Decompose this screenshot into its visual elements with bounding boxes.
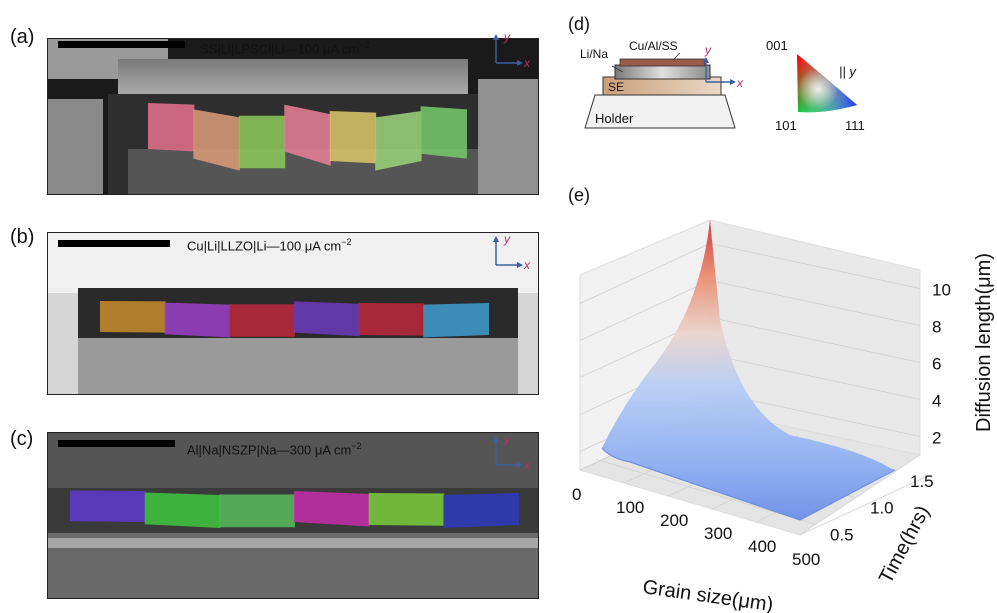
panel-c-grain: [144, 492, 221, 528]
panel-b-image: [47, 232, 539, 395]
svg-text:SE: SE: [608, 80, 624, 94]
panel-b-grain: [229, 304, 295, 337]
panel-b-grain: [423, 303, 489, 338]
z-gridline: [709, 243, 921, 289]
z-gridline: [709, 280, 921, 326]
x-tick-label: 300: [704, 524, 732, 543]
svg-text:x: x: [736, 76, 744, 90]
x-gridline: [799, 474, 931, 536]
panel-c-grain: [70, 490, 146, 522]
x-tick-label: 500: [792, 550, 820, 569]
panel-b-scale-bar: [58, 240, 170, 247]
svg-text:001: 001: [766, 38, 788, 53]
panel-b-axes-icon: y x: [493, 235, 531, 272]
panel-b-grain: [358, 303, 425, 336]
panel-c-scale-bar: [58, 440, 175, 447]
panel-c-grains: [70, 490, 519, 528]
y-tick-label: 1.0: [870, 499, 894, 518]
panel-a-grain: [193, 109, 240, 171]
x-tick-label: 0: [572, 485, 581, 504]
panel-a-image: [47, 38, 539, 195]
svg-text:y: y: [503, 33, 511, 44]
z-tick-label: 2: [932, 429, 941, 448]
panel-a-title: SS|Li|LPSCl|Li—100 μA cm−2: [200, 40, 370, 57]
panel-c-image: [47, 432, 539, 599]
panel-c-axes-icon: y x: [493, 435, 531, 472]
z-gridline: [579, 243, 711, 304]
panel-a-grain: [329, 111, 377, 164]
x-axis-label: Grain size(μm): [641, 576, 774, 613]
panel-a-grain: [238, 115, 286, 169]
x-tick-label: 200: [660, 511, 688, 530]
svg-text:111: 111: [845, 118, 865, 133]
svg-text:Li/Na: Li/Na: [580, 47, 608, 61]
z-gridline: [709, 354, 921, 400]
panel-c-title: Al|Na|NSZP|Na—300 μA cm−2: [187, 441, 362, 458]
panel-c-grain: [294, 491, 370, 527]
svg-text:x: x: [523, 458, 531, 472]
y-tick-label: 0.5: [830, 525, 854, 544]
panel-a-grain: [148, 103, 195, 152]
panel-d-label: (d): [568, 14, 590, 34]
z-gridline: [579, 280, 711, 341]
panel-a-label: (a): [10, 26, 35, 48]
svg-text:101: 101: [775, 118, 797, 133]
panel-a-scale-bar: [58, 41, 185, 48]
x-tick-label: 400: [748, 537, 776, 556]
panel-c-grain: [219, 494, 295, 528]
panel-a-grain: [420, 106, 467, 159]
panel-a-axes-icon: y x: [493, 33, 531, 70]
svg-text:y: y: [503, 435, 511, 446]
panel-c-grain: [368, 493, 445, 526]
panel-d-schematic: y x Li/Na Cu/Al/SS SE Holder: [580, 39, 744, 129]
svg-text:y: y: [704, 43, 712, 57]
z-tick-label: 4: [932, 392, 941, 411]
svg-text:Holder: Holder: [595, 111, 634, 126]
svg-text:Cu/Al/SS: Cu/Al/SS: [629, 39, 678, 53]
panel-a-grain: [284, 104, 331, 166]
x-tick-label: 100: [616, 498, 644, 517]
svg-text:x: x: [523, 56, 531, 70]
panel-a-grains: [148, 103, 467, 171]
svg-text:x: x: [523, 258, 531, 272]
diffusion-surface: [602, 220, 895, 520]
svg-text:|| y: || y: [839, 64, 857, 79]
panel-a-grain: [375, 111, 422, 171]
panel-b-label: (b): [10, 226, 35, 248]
panel-b-grain: [100, 301, 166, 333]
panel-c-grain: [443, 493, 519, 528]
z-axis-label: Diffusion length(μm): [973, 253, 995, 432]
panel-e-label: (e): [568, 185, 590, 205]
panel-b-title: Cu|Li|LLZO|Li—100 μA cm−2: [187, 237, 352, 254]
z-tick-label: 6: [932, 355, 941, 374]
svg-text:y: y: [503, 235, 511, 246]
panel-b-grains: [100, 301, 489, 338]
li-na-layer: [614, 64, 711, 80]
panel-b-grain: [164, 302, 231, 338]
current-collector-layer: [619, 58, 706, 67]
ipf-color-key: 001 || y 101 111: [766, 38, 865, 133]
z-tick-label: 8: [932, 318, 941, 337]
z-tick-label: 10: [932, 281, 951, 300]
z-gridline: [709, 317, 921, 363]
panel-b-grain: [294, 301, 360, 337]
y-tick-label: 1.5: [910, 472, 934, 491]
panel-c-label: (c): [10, 428, 34, 450]
